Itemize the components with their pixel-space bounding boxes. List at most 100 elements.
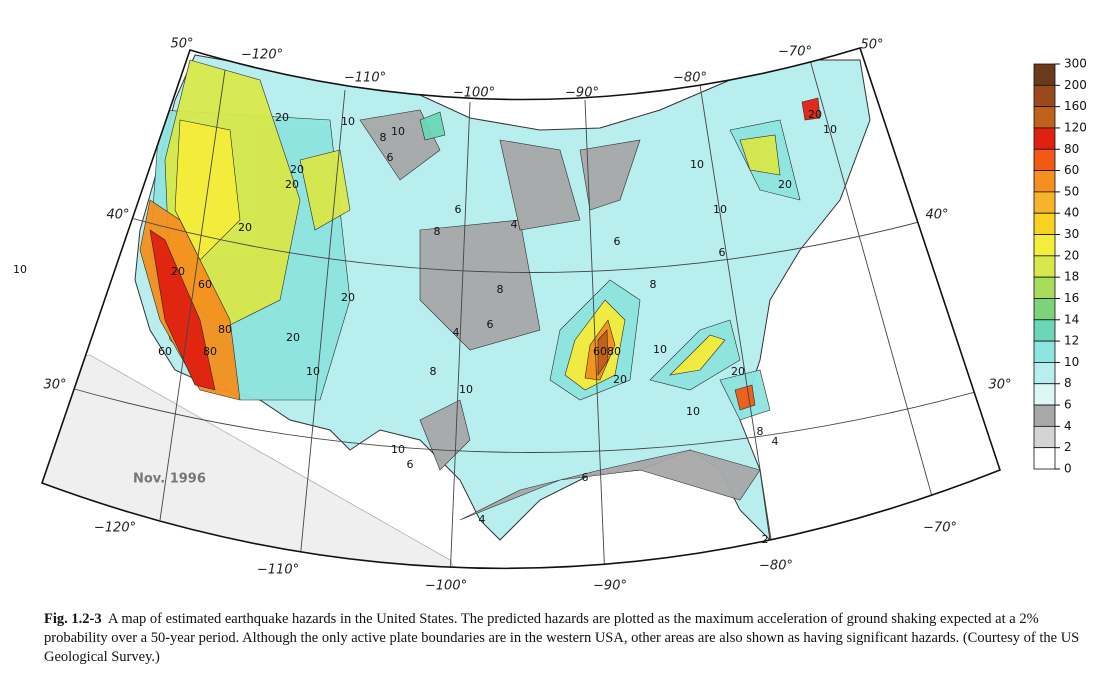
contour-label: 20 [286, 331, 300, 344]
legend-swatch [1033, 404, 1056, 427]
legend-label: 160 [1064, 99, 1087, 113]
hazard-zone [801, 97, 821, 121]
caption-label: Fig. 1.2-3 [44, 611, 102, 627]
contour-label: 10 [653, 343, 667, 356]
graticule-label: 40° [925, 208, 948, 223]
contour-label: 4 [479, 513, 486, 526]
contour-label: 8 [497, 283, 504, 296]
legend-swatch [1033, 362, 1056, 385]
legend-label: 200 [1064, 78, 1087, 92]
contour-label: 4 [453, 326, 460, 339]
legend-label: 12 [1064, 334, 1079, 348]
legend-label: 2 [1064, 440, 1072, 454]
map-frame [40, 47, 1001, 570]
hazard-zones [139, 59, 821, 521]
legend-label: 6 [1064, 398, 1072, 412]
legend-label: 300 [1064, 57, 1087, 71]
graticule-label: 50° [170, 37, 193, 52]
contour-label: 10 [391, 125, 405, 138]
graticule-label: −110° [257, 563, 299, 578]
hazard-map: 50° −120° −110° −100° −90° −80° −70° 50° 40° 40° 3… [13, 37, 1087, 594]
contour-label: 6 [582, 471, 589, 484]
graticule [59, 59, 1000, 569]
contour-label: 10 [690, 158, 704, 171]
contour-label: 10 [713, 203, 727, 216]
graticule-label: −70° [923, 521, 957, 536]
graticule-label: 30° [988, 378, 1011, 393]
legend-swatch [1033, 234, 1056, 257]
legend-swatch [1033, 383, 1056, 406]
legend-label: 80 [1064, 142, 1079, 156]
contour-label: 20 [285, 178, 299, 191]
legend-swatch [1033, 191, 1056, 214]
hazard-zone [597, 329, 609, 376]
legend-swatch [1033, 276, 1056, 299]
graticule-label: 50° [860, 38, 883, 53]
hazard-zone [669, 334, 726, 376]
hazard-zone [499, 139, 581, 231]
graticule-label: 40° [106, 208, 129, 223]
legend-swatch [1033, 425, 1056, 449]
legend-swatch [1033, 106, 1056, 129]
graticule-label: −70° [778, 45, 812, 60]
contour-label: 60 [158, 345, 172, 358]
contour-label: 10 [306, 365, 320, 378]
contour-label: 20 [341, 291, 355, 304]
legend-label: 4 [1064, 419, 1072, 433]
contour-label: 20 [778, 178, 792, 191]
contour-label: 6 [407, 458, 414, 471]
contour-label: 20 [613, 373, 627, 386]
legend-swatch [1033, 84, 1056, 108]
legend-label: 30 [1064, 227, 1079, 241]
legend-swatch [1033, 255, 1056, 278]
legend-swatch [1033, 148, 1056, 171]
legend-label: 40 [1064, 206, 1079, 220]
hazard-zone [739, 134, 781, 176]
contour-label: 8 [650, 278, 657, 291]
hazard-zone [579, 139, 641, 211]
legend-swatch [1033, 212, 1056, 235]
contour-label: 20 [731, 365, 745, 378]
contour-label: 10 [686, 405, 700, 418]
graticule-label: −120° [94, 521, 136, 536]
contour-label: 10 [459, 383, 473, 396]
legend-label: 14 [1064, 312, 1079, 326]
caption: Fig. 1.2-3 A map of estimated earthquake… [44, 610, 1104, 667]
legend-label: 120 [1064, 120, 1087, 134]
contour-label: 8 [434, 225, 441, 238]
contour-label: 10 [341, 115, 355, 128]
graticule-label: −120° [241, 48, 283, 63]
legend-label: 18 [1064, 270, 1079, 284]
legend-label: 8 [1064, 376, 1072, 390]
contour-label: 20 [275, 111, 289, 124]
contour-label: 20 [808, 108, 822, 121]
contour-label: 6 [614, 235, 621, 248]
contour-label: 6 [455, 203, 462, 216]
graticule-label: −80° [673, 71, 707, 86]
graticule-label: −90° [593, 579, 627, 594]
legend-label: 20 [1064, 248, 1079, 262]
contour-label: 8 [430, 365, 437, 378]
contour-label: 8 [757, 425, 764, 438]
legend-swatch [1033, 298, 1056, 321]
contour-label: 6080 [593, 345, 621, 358]
caption-text: A map of estimated earthquake hazards in… [44, 611, 1080, 665]
contour-label: 4 [772, 435, 779, 448]
graticule-label: −110° [344, 71, 386, 86]
graticule-label: −90° [565, 86, 599, 101]
hazard-zone [359, 109, 441, 181]
contour-label: 10 [823, 123, 837, 136]
contour-label: 20 [238, 221, 252, 234]
legend-label: 10 [1064, 355, 1079, 369]
hazard-zone [419, 219, 541, 351]
contour-label: 4 [511, 218, 518, 231]
hazard-zone [149, 229, 216, 391]
graticule-label: −80° [759, 559, 793, 574]
graticule-label: 30° [43, 378, 66, 393]
contour-label: 8 [380, 131, 387, 144]
legend-swatch [1033, 127, 1056, 150]
contour-label: 6 [719, 246, 726, 259]
contour-label: 10 [391, 443, 405, 456]
